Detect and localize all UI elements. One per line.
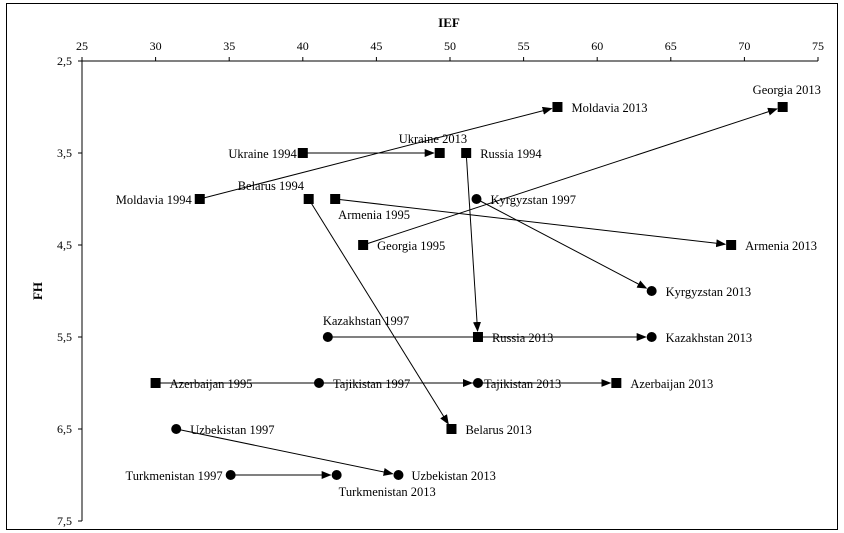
data-point-square [150,378,161,388]
point-label: Moldavia 1994 [116,193,193,207]
data-point-square [472,332,483,342]
x-axis-title: IEF [438,15,460,30]
axes: 25 30 35 40 45 50 55 60 65 70 75 2,5 3,5 4,5 5,5 6,5 7,5 [57,39,824,528]
arrow [362,107,778,246]
data-point-square [726,240,737,250]
data-point-square [330,194,341,204]
data-point-square [611,378,622,388]
point-label: Kazakhstan 1997 [323,314,409,328]
x-tick-label: 55 [518,39,530,53]
y-tick-label: 3,5 [57,146,72,160]
point-label: Turkmenistan 2013 [339,485,436,499]
x-tick-label: 70 [738,39,750,53]
point-label: Kyrgyzstan 1997 [490,193,576,207]
data-point-circle [313,378,324,388]
point-label: Azerbaijan 2013 [630,377,713,391]
x-tick-label: 50 [444,39,456,53]
point-label: Georgia 1995 [377,239,445,253]
point-label: Uzbekistan 2013 [411,469,495,483]
data-point-circle [171,424,182,434]
label-layer: Moldavia 1994 Moldavia 2013 Ukraine 1994 Uk… [116,83,821,499]
data-point-circle [225,470,236,480]
data-point-square [194,194,205,204]
x-tick-label: 65 [665,39,677,53]
point-label: Armenia 2013 [745,239,817,253]
point-label: Moldavia 2013 [571,101,647,115]
point-label: Kazakhstan 2013 [666,331,752,345]
point-label: Azerbaijan 1995 [170,377,253,391]
point-label: Belarus 2013 [465,423,531,437]
data-point-square [297,148,308,158]
point-label: Armenia 1995 [338,208,410,222]
data-point-circle [331,470,342,480]
arrow [476,198,648,289]
data-point-square [777,102,788,112]
y-tick-label: 2,5 [57,54,72,68]
data-point-square [434,148,445,158]
data-point-circle [322,332,333,342]
data-point-circle [393,470,404,480]
arrow [465,152,482,333]
point-label: Russia 2013 [492,331,553,345]
data-point-square [552,102,563,112]
point-label: Kyrgyzstan 2013 [666,285,752,299]
arrow [335,198,727,248]
x-tick-label: 75 [812,39,824,53]
x-tick-label: 40 [297,39,309,53]
data-point-square [303,194,314,204]
y-axis-title: FH [30,282,45,300]
y-tick-label: 4,5 [57,238,72,252]
marker-layer [150,102,788,480]
x-tick-label: 25 [76,39,88,53]
point-label: Turkmenistan 1997 [126,469,223,483]
point-label: Ukraine 2013 [399,132,467,146]
arrow [199,106,553,200]
point-label: Uzbekistan 1997 [190,423,274,437]
point-label: Tajikistan 2013 [484,377,561,391]
data-point-circle [472,378,483,388]
point-label: Russia 1994 [480,147,542,161]
point-label: Georgia 2013 [753,83,821,97]
chart-frame [6,3,838,530]
data-point-square [446,424,457,434]
x-tick-label: 45 [370,39,382,53]
data-point-square [358,240,369,250]
x-tick-label: 30 [150,39,162,53]
x-tick-label: 60 [591,39,603,53]
arrow-layer [155,106,778,479]
point-label: Belarus 1994 [238,179,305,193]
data-point-square [461,148,472,158]
y-tick-label: 6,5 [57,422,72,436]
arrow [308,198,449,425]
arrow [176,428,394,476]
y-tick-label: 7,5 [57,514,72,528]
point-label: Ukraine 1994 [228,147,297,161]
y-tick-label: 5,5 [57,330,72,344]
point-label: Tajikistan 1997 [333,377,410,391]
data-point-circle [646,332,657,342]
data-point-circle [646,286,657,296]
x-tick-label: 35 [223,39,235,53]
data-point-circle [471,194,482,204]
